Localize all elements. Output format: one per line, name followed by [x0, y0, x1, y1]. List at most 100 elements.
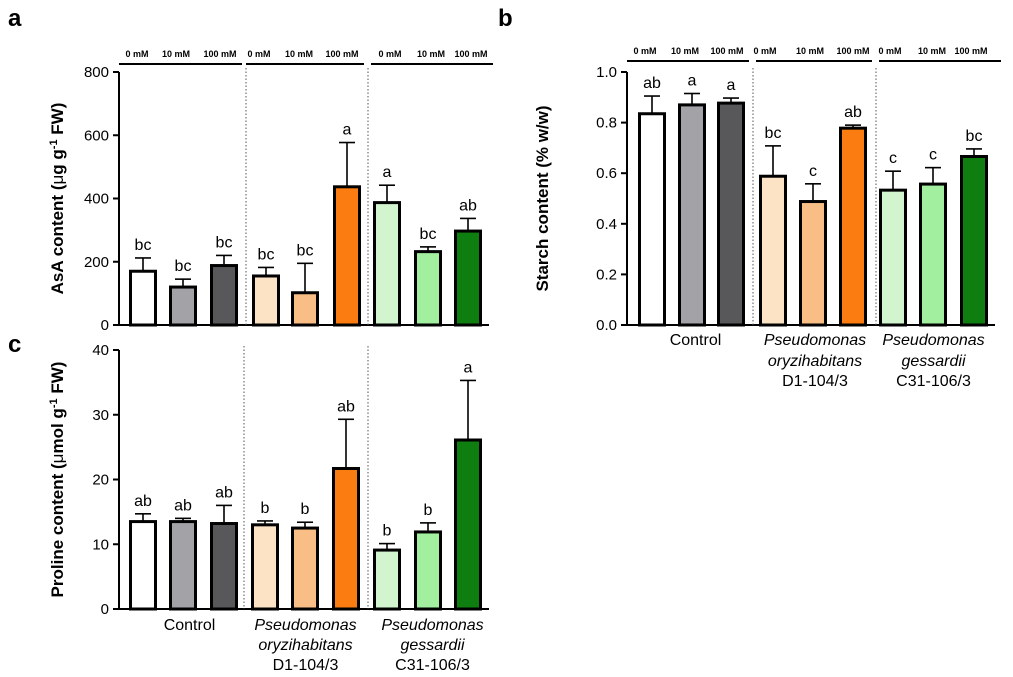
bar: [252, 274, 280, 327]
y-tick-label: 1.0: [596, 64, 617, 81]
bar: [799, 200, 827, 327]
y-tick-label: 10: [92, 536, 109, 553]
group-label-oryzi: Pseudomonas: [254, 617, 356, 634]
y-tick-label: 400: [84, 191, 109, 208]
y-axis-title-part: g g: [48, 149, 67, 175]
concentration-label: 10 mM: [417, 49, 445, 59]
concentration-label: 0 mM: [247, 49, 270, 59]
y-tick-label: 0.8: [596, 115, 617, 132]
bar: [759, 174, 787, 327]
concentration-label: 0 mM: [878, 46, 901, 56]
group-label-oryzi: D1-104/3: [273, 657, 339, 674]
bar: [291, 291, 319, 327]
bar: [210, 264, 238, 327]
significance-letter: ab: [134, 493, 152, 510]
y-tick-label: 0: [101, 317, 109, 334]
significance-letter: bc: [258, 246, 275, 263]
bar: [333, 185, 361, 327]
y-tick-label: 200: [84, 254, 109, 271]
panel-b: b 0.0 0.2 0.4 0.6 0.8 1.0 Starch content (% w/w…: [498, 5, 1001, 390]
bar: [454, 438, 482, 611]
concentration-label: 10 mM: [918, 46, 946, 56]
concentration-label: 100 mM: [954, 46, 987, 56]
significance-letter: bc: [966, 128, 983, 145]
y-axis-title-part: mol g: [48, 408, 67, 453]
significance-letter: c: [929, 147, 937, 164]
group-label-gessardii: C31-106/3: [395, 657, 470, 674]
group-label-gessardii: gessardii: [400, 637, 464, 654]
y-axis-title-part: Starch content (% w/w): [533, 105, 552, 291]
bar: [332, 466, 360, 611]
concentration-label: 10 mM: [162, 49, 190, 59]
panel-label-b: b: [498, 5, 513, 32]
bar: [879, 188, 907, 327]
bar: [839, 126, 867, 327]
y-tick-label: 800: [84, 64, 109, 81]
significance-letter: ab: [215, 484, 233, 501]
group-label-oryzi: oryzihabitans: [258, 637, 352, 654]
y-axis-title: AsA content (μg g-1 FW): [48, 103, 67, 295]
significance-letter: bc: [420, 226, 437, 243]
significance-letter: ab: [337, 398, 355, 415]
panel-c: c 0 10 20 30 40 Proline content (μmol g-1 FW) a…: [8, 331, 489, 674]
y-tick-label: 30: [92, 407, 109, 424]
concentration-label: 100 mM: [710, 46, 743, 56]
significance-letter: a: [464, 359, 473, 376]
concentration-label: 10 mM: [796, 46, 824, 56]
significance-letter: ab: [174, 497, 192, 514]
group-label-oryzi: oryzihabitans: [768, 353, 862, 370]
significance-letter: bc: [765, 125, 782, 142]
bar: [638, 112, 666, 327]
significance-letter: bc: [135, 237, 152, 254]
group-label-gessardii: Pseudomonas: [381, 617, 483, 634]
y-tick-label: 40: [92, 342, 109, 359]
bar: [960, 155, 988, 327]
significance-letter: bc: [216, 234, 233, 251]
significance-letter: b: [383, 523, 392, 540]
bar: [919, 182, 947, 327]
group-label-gessardii: C31-106/3: [896, 373, 971, 390]
y-tick-label: 0.6: [596, 165, 617, 182]
group-label-control: Control: [164, 617, 216, 634]
y-tick-label: 0.2: [596, 266, 617, 283]
bar: [414, 530, 442, 611]
bar: [129, 269, 157, 327]
y-tick-label: 0.4: [596, 216, 617, 233]
significance-letter: a: [383, 164, 392, 181]
significance-letter: bc: [297, 242, 314, 259]
y-tick-label: 0: [101, 601, 109, 618]
panel-label-a: a: [8, 5, 22, 32]
y-axis-title-part: -1: [48, 398, 60, 408]
significance-letter: ab: [643, 75, 661, 92]
concentration-label: 0 mM: [633, 46, 656, 56]
concentration-label: 10 mM: [285, 49, 313, 59]
bar: [251, 523, 279, 611]
group-label-gessardii: Pseudomonas: [882, 332, 984, 349]
y-tick-label: 600: [84, 127, 109, 144]
concentration-label: 100 mM: [203, 49, 236, 59]
bar: [717, 101, 745, 327]
significance-letter: a: [727, 77, 736, 94]
bar: [169, 520, 197, 611]
y-tick-label: 0.0: [596, 317, 617, 334]
y-axis-title-part: FW): [48, 103, 67, 140]
concentration-label: 100 mM: [836, 46, 869, 56]
bar: [373, 201, 401, 327]
y-tick-label: 20: [92, 472, 109, 489]
concentration-label: 10 mM: [671, 46, 699, 56]
y-axis-title-part: FW): [48, 362, 67, 399]
significance-letter: b: [261, 500, 270, 517]
significance-letter: ab: [844, 104, 862, 121]
significance-letter: a: [688, 73, 697, 90]
group-label-oryzi: Pseudomonas: [764, 332, 866, 349]
y-axis-title: Proline content (μmol g-1 FW): [48, 362, 67, 598]
bar: [291, 526, 319, 611]
group-label-oryzi: D1-104/3: [782, 373, 848, 390]
y-axis-title-part: μ: [48, 175, 67, 185]
bar: [129, 520, 157, 611]
bar: [678, 103, 706, 327]
panel-a: a 0 200 400 600 800 AsA content (μg g-1 FW) bc b…: [8, 5, 493, 334]
concentration-label: 0 mM: [753, 46, 776, 56]
significance-letter: c: [889, 150, 897, 167]
